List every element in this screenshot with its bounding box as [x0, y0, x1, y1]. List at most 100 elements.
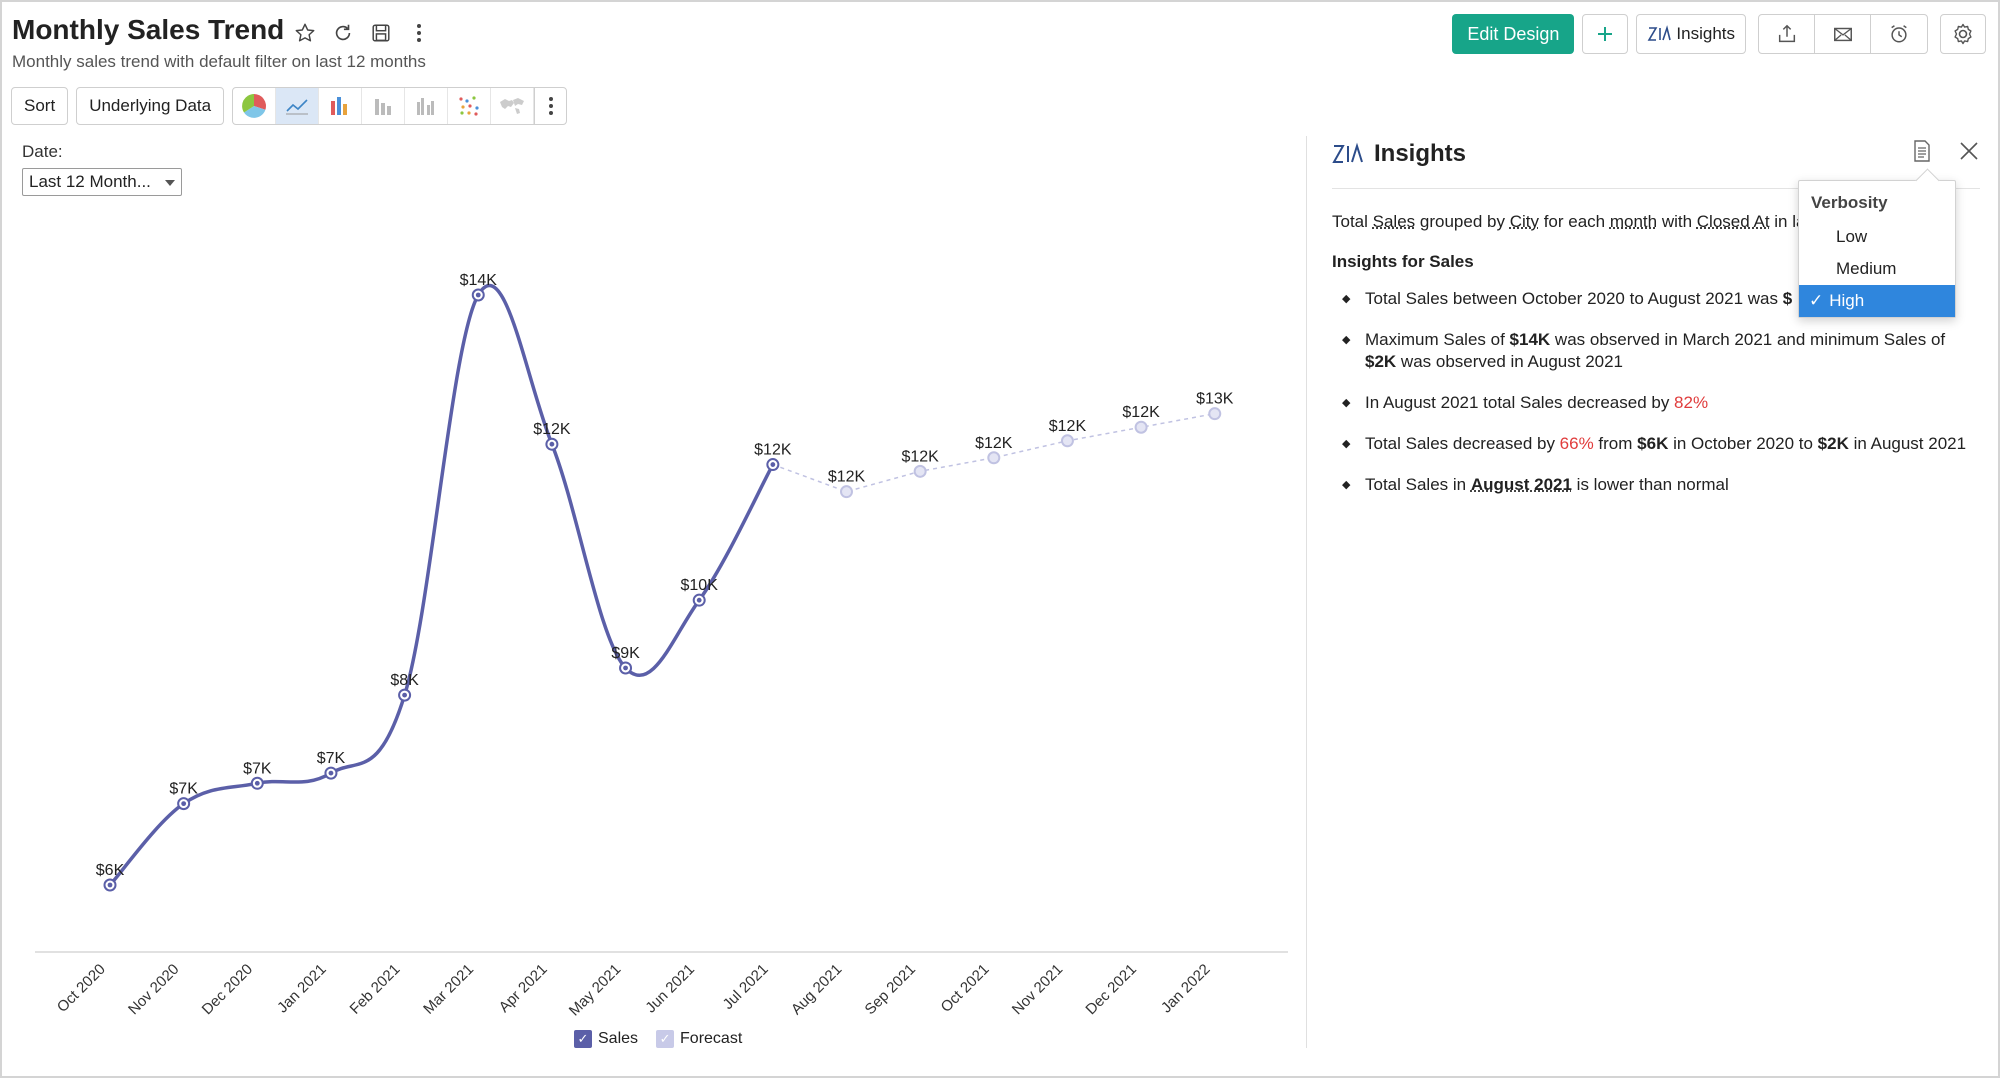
- insights-button-label: Insights: [1676, 24, 1735, 43]
- forecast-point[interactable]: [1134, 420, 1148, 434]
- x-tick-label: Jan 2021: [274, 961, 330, 1017]
- scatter-chart-icon[interactable]: [448, 88, 492, 124]
- email-icon[interactable]: [1815, 15, 1871, 53]
- date-filter-label: Date:: [22, 142, 63, 161]
- line-chart-icon[interactable]: [276, 88, 320, 124]
- star-icon[interactable]: [292, 20, 318, 46]
- report-toolbar: Sort Underlying Data: [11, 87, 568, 125]
- checkbox-checked-icon: ✓: [656, 1030, 675, 1048]
- forecast-data-label: $12K: [975, 435, 1013, 452]
- checkbox-checked-icon: ✓: [574, 1030, 592, 1048]
- sales-data-label: $8K: [390, 672, 419, 689]
- legend-item-sales[interactable]: ✓ Sales: [574, 1030, 638, 1048]
- legend-label-forecast: Forecast: [680, 1030, 743, 1047]
- insights-icon: [1648, 25, 1672, 41]
- insight-item: In August 2021 total Sales decreased by …: [1332, 392, 1972, 414]
- more-vertical-icon[interactable]: [406, 20, 432, 46]
- field-link-august-2021[interactable]: August 2021: [1470, 475, 1572, 494]
- alarm-icon[interactable]: [1871, 15, 1927, 53]
- edit-design-button[interactable]: Edit Design: [1452, 14, 1575, 54]
- export-icon[interactable]: [1759, 15, 1815, 53]
- document-icon[interactable]: [1912, 140, 1932, 167]
- x-tick-label: May 2021: [566, 961, 625, 1020]
- sales-data-label: $7K: [243, 760, 272, 777]
- field-link-sales[interactable]: Sales: [1372, 212, 1416, 231]
- settings-icon: [1954, 23, 1972, 45]
- date-filter-select[interactable]: Last 12 Month...: [22, 168, 182, 196]
- data-labels: $6K $7K $7K $7K $8K $14K $12K $9K $10K $12K $12K $1…: [96, 272, 1234, 879]
- chart-type-switcher: [232, 87, 568, 125]
- field-link-closed-at[interactable]: Closed At: [1696, 212, 1770, 231]
- underlying-data-button[interactable]: Underlying Data: [76, 87, 225, 125]
- stacked-bar-chart-icon[interactable]: [362, 88, 406, 124]
- insights-panel-actions: [1912, 140, 1980, 167]
- sales-point-center: [770, 462, 776, 467]
- verbosity-option-high-label: High: [1829, 291, 1865, 310]
- x-tick-label: Sep 2021: [862, 961, 919, 1018]
- date-filter-value: Last 12 Month...: [29, 172, 151, 191]
- chevron-down-icon: [165, 180, 175, 186]
- verbosity-option-high[interactable]: ✓ High: [1799, 285, 1955, 317]
- legend-item-forecast[interactable]: ✓ Forecast: [656, 1030, 742, 1048]
- page-subtitle: Monthly sales trend with default filter …: [12, 52, 426, 71]
- map-chart-icon[interactable]: [491, 88, 535, 124]
- verbosity-title: Verbosity: [1811, 193, 1888, 212]
- sales-data-label: $14K: [460, 272, 498, 289]
- field-link-month[interactable]: month: [1609, 212, 1658, 231]
- x-tick-label: Oct 2021: [938, 961, 993, 1016]
- panel-divider: [1306, 136, 1307, 1048]
- sales-line: [108, 283, 775, 887]
- save-icon[interactable]: [368, 20, 394, 46]
- sort-button[interactable]: Sort: [11, 87, 69, 125]
- forecast-point[interactable]: [987, 451, 1001, 465]
- close-icon[interactable]: [1958, 140, 1980, 167]
- x-tick-label: Dec 2021: [1082, 961, 1139, 1018]
- sales-data-label: $10K: [681, 577, 719, 594]
- more-chart-types-icon[interactable]: [534, 88, 566, 124]
- sales-data-label: $12K: [754, 442, 792, 459]
- forecast-point[interactable]: [1208, 407, 1222, 421]
- insights-heading: Insights for Sales: [1332, 252, 1474, 271]
- sales-point-center: [696, 597, 702, 603]
- x-tick-label: Oct 2020: [54, 961, 109, 1016]
- x-tick-label: Mar 2021: [420, 961, 477, 1018]
- forecast-point[interactable]: [1060, 434, 1074, 448]
- sales-data-label: $7K: [169, 781, 198, 798]
- pie-chart-icon[interactable]: [233, 88, 277, 124]
- forecast-data-label: $12K: [901, 448, 939, 465]
- sales-data-label: $9K: [611, 645, 640, 662]
- insights-button[interactable]: Insights: [1636, 14, 1746, 54]
- sales-point-center: [402, 692, 407, 698]
- x-tick-label: Jun 2021: [642, 961, 698, 1017]
- field-link-city[interactable]: City: [1509, 212, 1539, 231]
- x-tick-label: Nov 2020: [125, 961, 182, 1018]
- title-icon-bar: [292, 20, 432, 46]
- x-tick-label: Dec 2020: [199, 961, 256, 1018]
- insights-panel-title: Insights: [1374, 140, 1467, 167]
- insight-item: Maximum Sales of $14K was observed in Ma…: [1332, 329, 1972, 373]
- refresh-icon[interactable]: [330, 20, 356, 46]
- forecast-point[interactable]: [840, 485, 853, 499]
- bar-chart-icon[interactable]: [319, 88, 363, 124]
- settings-button[interactable]: [1940, 14, 1986, 54]
- sales-data-label: $7K: [317, 750, 346, 767]
- x-tick-label: Apr 2021: [496, 961, 551, 1016]
- verbosity-option-medium[interactable]: Medium: [1836, 259, 1897, 278]
- check-icon: ✓: [1809, 291, 1824, 310]
- forecast-point[interactable]: [913, 464, 927, 478]
- verbosity-option-low[interactable]: Low: [1836, 227, 1868, 246]
- x-tick-labels: Oct 2020 Nov 2020 Dec 2020 Jan 2021 Feb 2021…: [54, 961, 1214, 1020]
- verbosity-dropdown: Verbosity Low Medium ✓ High: [1798, 180, 1956, 318]
- forecast-series: [772, 407, 1222, 499]
- insights-list: Total Sales between October 2020 to Augu…: [1332, 288, 1972, 515]
- sales-point-center: [328, 770, 334, 776]
- sales-point-center: [254, 780, 260, 786]
- add-button[interactable]: [1582, 14, 1629, 54]
- panel-header-divider: [1332, 188, 1980, 189]
- x-tick-label: Feb 2021: [347, 961, 404, 1018]
- page-title: Monthly Sales Trend: [12, 14, 285, 45]
- grouped-bar-chart-icon[interactable]: [405, 88, 449, 124]
- share-action-group: [1758, 14, 1928, 54]
- top-action-bar: Edit Design Insights: [1452, 14, 1986, 54]
